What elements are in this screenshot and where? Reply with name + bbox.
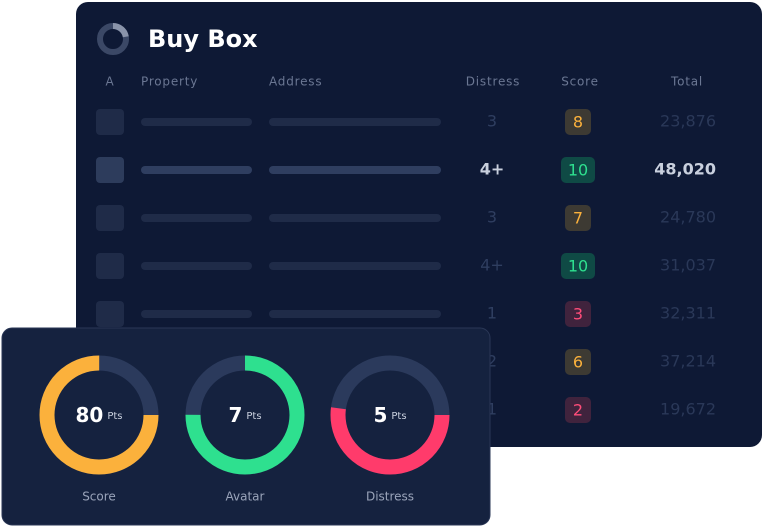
- gauge-arc: [185, 355, 305, 475]
- score: 10: [568, 257, 588, 276]
- gauge-value: 7 Pts: [228, 403, 261, 427]
- placeholder-bar: [269, 310, 441, 318]
- total: 31,037: [660, 256, 716, 275]
- distress: 1: [487, 400, 497, 419]
- score-badge: [565, 397, 591, 423]
- distress: 3: [487, 208, 497, 227]
- total: 24,780: [660, 208, 716, 227]
- logo-arc: [97, 23, 129, 55]
- gauge-unit: Pts: [107, 411, 122, 422]
- score: 8: [573, 113, 583, 132]
- distress: 2: [487, 352, 497, 371]
- column-header: Total: [670, 75, 703, 89]
- gauges: 80 Pts Score 7 Pts Avatar 5 Pts Distress: [75, 403, 414, 504]
- column-header: Score: [561, 75, 599, 89]
- score: 7: [573, 209, 583, 228]
- distress: 4+: [480, 256, 504, 275]
- gauge-unit: Pts: [246, 411, 261, 422]
- gauge-label: Score: [82, 490, 116, 504]
- score-badge: [565, 349, 591, 375]
- gauge-value: 80 Pts: [75, 403, 122, 427]
- placeholder-bar: [269, 262, 441, 270]
- checkbox[interactable]: [96, 157, 124, 183]
- score: 3: [573, 305, 583, 324]
- checkbox[interactable]: [96, 205, 124, 231]
- score-badge: [561, 253, 595, 279]
- distress: 1: [487, 304, 497, 323]
- placeholder-bar: [141, 166, 252, 174]
- gauge-label: Distress: [366, 490, 414, 504]
- checkbox[interactable]: [96, 109, 124, 135]
- gauge-value: 5 Pts: [373, 403, 406, 427]
- gauge-arc: [330, 355, 450, 475]
- placeholder-bar: [141, 262, 252, 270]
- score-badge: [565, 205, 591, 231]
- gauge-number: 7: [228, 403, 242, 427]
- gauge-ring: [39, 355, 450, 475]
- score-badge: [565, 301, 591, 327]
- placeholder-bar: [141, 214, 252, 222]
- total: 48,020: [654, 160, 716, 179]
- score-badge: [561, 157, 595, 183]
- placeholder-bar: [269, 166, 441, 174]
- distress: 4+: [480, 160, 505, 179]
- column-header: Address: [269, 75, 322, 89]
- distress: 3: [487, 112, 497, 131]
- gauge-number: 5: [373, 403, 387, 427]
- score: 2: [573, 401, 583, 420]
- total: 37,214: [660, 352, 716, 371]
- placeholder-bar: [141, 310, 252, 318]
- title: Buy Box: [148, 25, 258, 53]
- checkbox[interactable]: [96, 253, 124, 279]
- placeholder-bar: [141, 118, 252, 126]
- placeholder-bar: [269, 118, 441, 126]
- total: 32,311: [660, 304, 716, 323]
- column-header: A: [105, 75, 114, 89]
- column-header: Property: [141, 75, 198, 89]
- gauge-label: Avatar: [226, 490, 265, 504]
- checkbox[interactable]: [96, 301, 124, 327]
- column-header: Distress: [466, 75, 521, 89]
- gauge-number: 80: [75, 403, 103, 427]
- total: 19,672: [660, 400, 716, 419]
- gauge-unit: Pts: [391, 411, 406, 422]
- gauge-arc: [39, 355, 159, 475]
- score: 10: [568, 161, 588, 180]
- total: 23,876: [660, 112, 716, 131]
- placeholder-bar: [269, 214, 441, 222]
- score-badge: [565, 109, 591, 135]
- score: 6: [573, 353, 583, 372]
